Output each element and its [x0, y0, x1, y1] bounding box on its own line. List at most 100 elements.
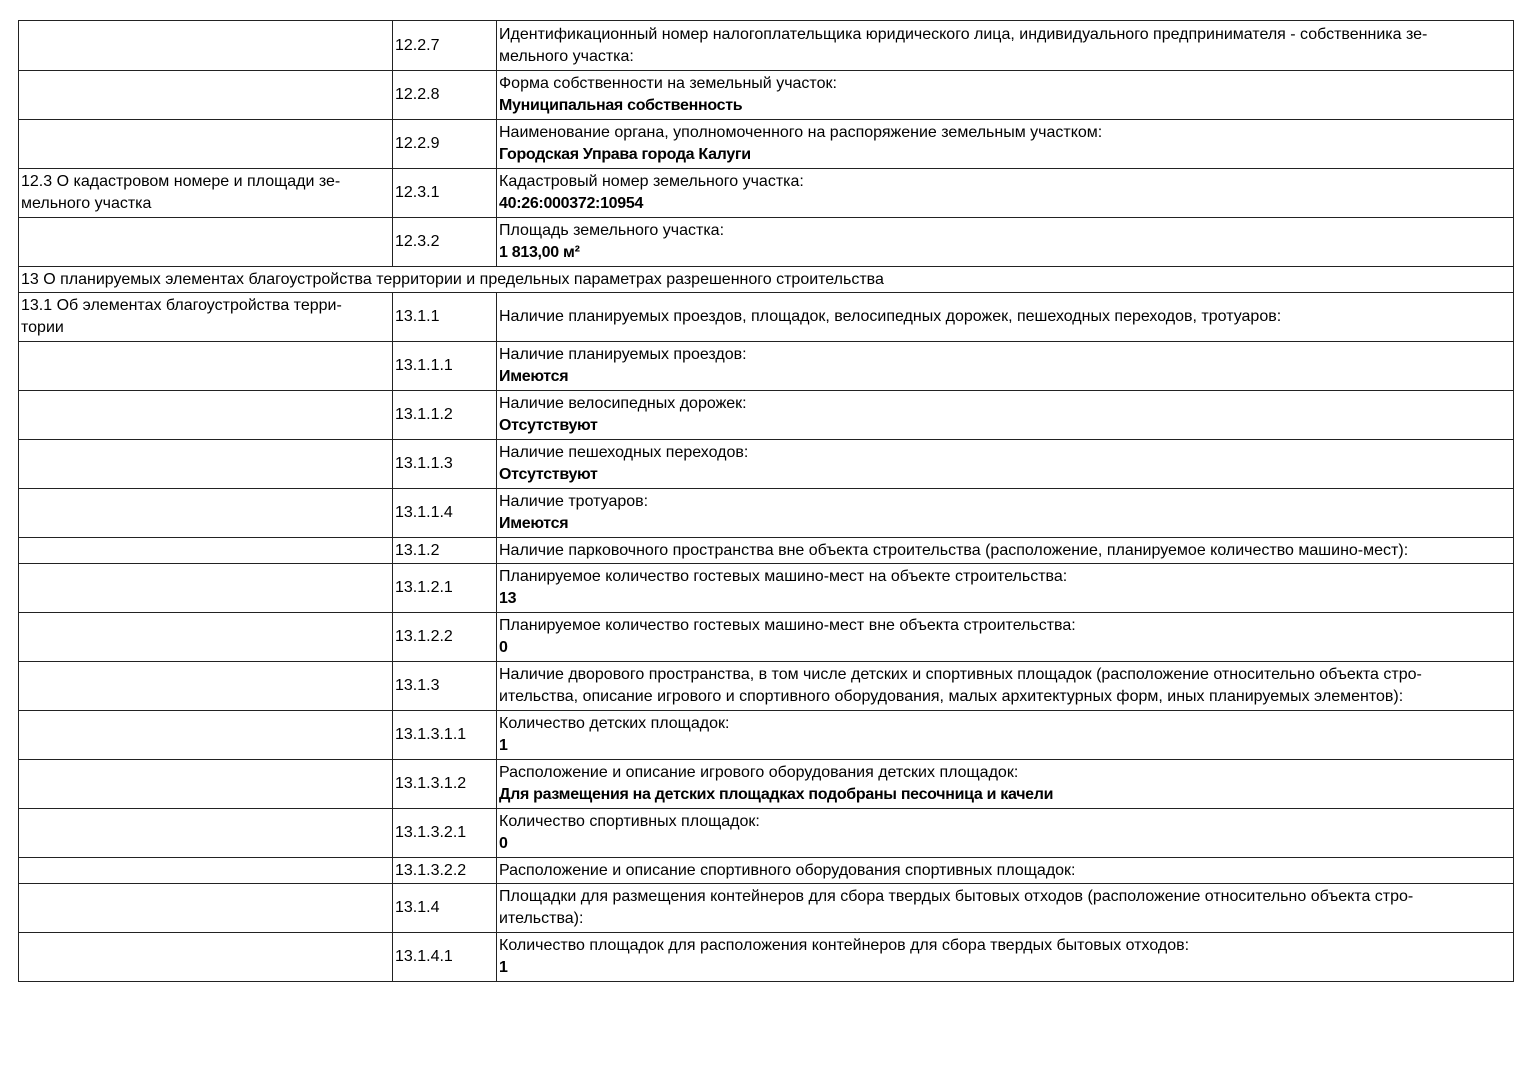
- code-cell: 13.1.1.2: [392, 390, 497, 440]
- table-row: 13.1.2.2 Планируемое количество гостевых …: [18, 612, 1514, 662]
- item-label: Наличие дворового пространства, в том чи…: [499, 666, 1422, 683]
- code-cell: 13.1.3.1.2: [392, 759, 497, 809]
- section-cell: [18, 537, 393, 564]
- code-cell: 13.1.1.3: [392, 439, 497, 489]
- code-cell: 12.3.2: [392, 217, 497, 267]
- item-value: 1: [499, 737, 508, 754]
- table-row: 13.1.3.2.2 Расположение и описание спорти…: [18, 857, 1514, 884]
- item-code: 13.1.2.1: [395, 579, 453, 596]
- code-cell: 12.3.1: [392, 168, 497, 218]
- table-row: 13.1.4.1 Количество площадок для располож…: [18, 932, 1514, 982]
- code-cell: 13.1.3.2.1: [392, 808, 497, 858]
- section-cell: [18, 439, 393, 489]
- section-cell: [18, 710, 393, 760]
- table-row: 13.1.4 Площадки для размещения контейнеро…: [18, 883, 1514, 933]
- section-cell: [18, 70, 393, 120]
- item-code: 13.1.3.2.1: [395, 824, 467, 841]
- code-cell: 13.1.4: [392, 883, 497, 933]
- section-cell: 13.1 Об элементах благоустройства терри-…: [18, 292, 393, 342]
- item-code: 13.1.4: [395, 899, 440, 916]
- item-value: 40:26:000372:10954: [499, 195, 644, 212]
- item-label: Площадки для размещения контейнеров для …: [499, 888, 1414, 905]
- code-cell: 13.1.1.1: [392, 341, 497, 391]
- content-cell: Наличие дворового пространства, в том чи…: [496, 661, 1514, 711]
- item-value: 0: [499, 835, 508, 852]
- section-cell: [18, 217, 393, 267]
- table-row: 13.1.2 Наличие парковочного пространства …: [18, 537, 1514, 564]
- section-cell: [18, 932, 393, 982]
- item-label: Форма собственности на земельный участок…: [499, 75, 837, 92]
- item-code: 12.2.8: [395, 86, 440, 103]
- item-code: 13.1.2.2: [395, 628, 453, 645]
- code-cell: 13.1.2.2: [392, 612, 497, 662]
- section-cell: [18, 612, 393, 662]
- section-cell: [18, 759, 393, 809]
- content-cell: Количество площадок для расположения кон…: [496, 932, 1514, 982]
- code-cell: 13.1.1: [392, 292, 497, 342]
- item-label: Количество детских площадок:: [499, 715, 730, 732]
- item-value: Отсутствуют: [499, 417, 598, 434]
- item-value: Муниципальная собственность: [499, 97, 743, 114]
- code-cell: 12.2.9: [392, 119, 497, 169]
- content-cell: Наличие тротуаров: Имеются: [496, 488, 1514, 538]
- table-row: 13.1.3 Наличие дворового пространства, в …: [18, 661, 1514, 711]
- item-value: Имеются: [499, 368, 569, 385]
- content-cell: Форма собственности на земельный участок…: [496, 70, 1514, 120]
- content-cell: Наличие планируемых проездов, площадок, …: [496, 292, 1514, 342]
- item-label: Наименование органа, уполномоченного на …: [499, 124, 1103, 141]
- item-label: ительства):: [499, 910, 584, 927]
- content-cell: Планируемое количество гостевых машино-м…: [496, 612, 1514, 662]
- item-label: Количество площадок для расположения кон…: [499, 937, 1190, 954]
- content-cell: Кадастровый номер земельного участка: 40:…: [496, 168, 1514, 218]
- item-code: 13.1.1.1: [395, 357, 453, 374]
- section-title: 12.3 О кадастровом номере и площади зе-: [21, 173, 341, 190]
- item-value: Для размещения на детских площадках подо…: [499, 786, 1054, 803]
- document-table: 12.2.7 Идентификационный номер налогоплат…: [18, 20, 1514, 982]
- table-row: 12.3 О кадастровом номере и площади зе-м…: [18, 168, 1514, 218]
- table-row: 13.1.3.1.1 Количество детских площадок: 1: [18, 710, 1514, 760]
- section-heading: 13 О планируемых элементах благоустройст…: [21, 270, 884, 288]
- code-cell: 13.1.3.2.2: [392, 857, 497, 884]
- content-cell: Наличие пешеходных переходов: Отсутствуют: [496, 439, 1514, 489]
- item-code: 13.1.2: [395, 541, 440, 559]
- item-code: 13.1.1.2: [395, 406, 453, 423]
- table-row: 13.1.1.3 Наличие пешеходных переходов: Отс…: [18, 439, 1514, 489]
- code-cell: 13.1.2.1: [392, 563, 497, 613]
- item-value: 1 813,00 м²: [499, 244, 580, 261]
- code-cell: 13.1.4.1: [392, 932, 497, 982]
- section-cell: [18, 883, 393, 933]
- section-cell: [18, 390, 393, 440]
- item-code: 12.3.1: [395, 184, 440, 201]
- item-label: Наличие тротуаров:: [499, 493, 649, 510]
- item-label: Наличие планируемых проездов, площадок, …: [499, 308, 1282, 325]
- item-label: Наличие пешеходных переходов:: [499, 444, 749, 461]
- item-code: 12.2.9: [395, 135, 440, 152]
- item-label: Планируемое количество гостевых машино-м…: [499, 568, 1068, 585]
- item-value: 0: [499, 639, 508, 656]
- content-cell: Расположение и описание спортивного обор…: [496, 857, 1514, 884]
- content-cell: Площадки для размещения контейнеров для …: [496, 883, 1514, 933]
- content-cell: Наличие парковочного пространства вне об…: [496, 537, 1514, 564]
- section-cell: [18, 563, 393, 613]
- table-row: 12.2.8 Форма собственности на земельный у…: [18, 70, 1514, 120]
- item-label: Количество спортивных площадок:: [499, 813, 760, 830]
- section-cell: 12.3 О кадастровом номере и площади зе-м…: [18, 168, 393, 218]
- table-row: 12.3.2 Площадь земельного участка: 1 813,0…: [18, 217, 1514, 267]
- content-cell: Наименование органа, уполномоченного на …: [496, 119, 1514, 169]
- item-label: Идентификационный номер налогоплательщик…: [499, 25, 1428, 43]
- code-cell: 12.2.7: [392, 20, 497, 71]
- table-row: 12.2.9 Наименование органа, уполномоченно…: [18, 119, 1514, 169]
- item-code: 13.1.1.4: [395, 504, 453, 521]
- item-value: Имеются: [499, 515, 569, 532]
- section-title: 13.1 Об элементах благоустройства терри-: [21, 297, 342, 314]
- item-value: 1: [499, 959, 508, 976]
- code-cell: 12.2.8: [392, 70, 497, 120]
- section-cell: [18, 20, 393, 71]
- content-cell: Наличие планируемых проездов: Имеются: [496, 341, 1514, 391]
- section-title: мельного участка: [21, 195, 152, 212]
- code-cell: 13.1.1.4: [392, 488, 497, 538]
- item-label: Площадь земельного участка:: [499, 222, 725, 239]
- code-cell: 13.1.2: [392, 537, 497, 564]
- item-label: Планируемое количество гостевых машино-м…: [499, 617, 1076, 634]
- table-row: 13.1 Об элементах благоустройства терри-…: [18, 292, 1514, 342]
